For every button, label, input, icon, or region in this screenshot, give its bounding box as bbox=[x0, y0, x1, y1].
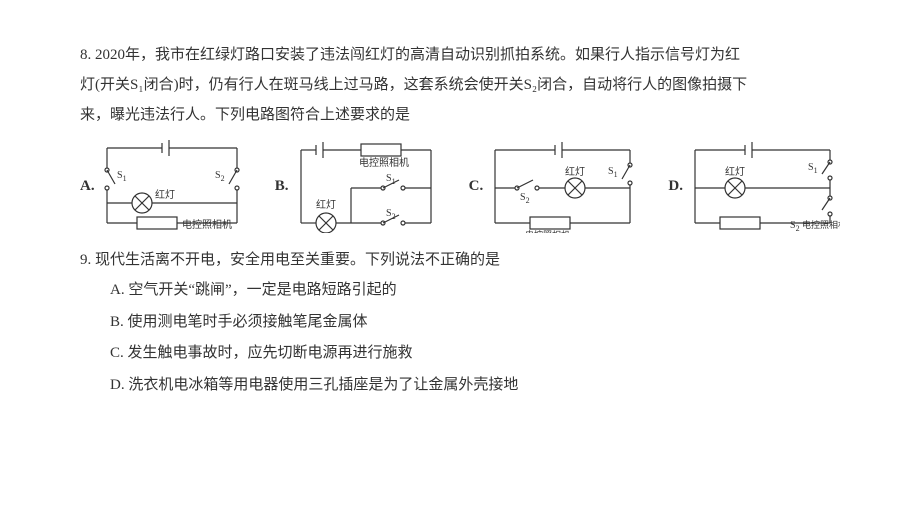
circuit-diagrams-row: A. S1 S2 红灯 bbox=[80, 138, 840, 233]
circuit-a: S1 S2 红灯 电控照相机 bbox=[97, 138, 247, 233]
s1sub-b: 1 bbox=[391, 177, 395, 186]
camera-b: 电控照相机 bbox=[359, 156, 409, 169]
s2sub-b: 2 bbox=[391, 212, 395, 221]
q8-line2: 灯(开关S₁闭合)时，仍有行人在斑马线上过马路，这套系统会使开关S₂闭合，自动将… bbox=[80, 70, 840, 100]
q8-line3: 来，曝光违法行人。下列电路图符合上述要求的是 bbox=[80, 100, 840, 130]
svg-text:S1: S1 bbox=[608, 166, 618, 179]
redlight-b: 红灯 bbox=[316, 198, 336, 211]
redlight-c: 红灯 bbox=[565, 165, 585, 178]
s1sub-d: 1 bbox=[814, 166, 818, 175]
s2sub-c: 2 bbox=[526, 196, 530, 205]
q9-text: 9. 现代生活离不开电，安全用电至关重要。下列说法不正确的是 bbox=[80, 245, 840, 275]
option-d-group: D. S1 红灯 bbox=[668, 138, 840, 233]
q9-optA: A. 空气开关“跳闸”，一定是电路短路引起的 bbox=[110, 275, 840, 307]
option-a-label: A. bbox=[80, 171, 95, 201]
camera-d: 电控照相机 bbox=[802, 219, 840, 230]
q8-line1: 8. 2020年，我市在红绿灯路口安装了违法闯红灯的高清自动识别抓拍系统。如果行… bbox=[80, 40, 840, 70]
redlight-d: 红灯 bbox=[725, 165, 745, 178]
option-c-label: C. bbox=[469, 171, 484, 201]
q8-text: 8. 2020年，我市在红绿灯路口安装了违法闯红灯的高清自动识别抓拍系统。如果行… bbox=[80, 40, 840, 130]
svg-text:S1: S1 bbox=[117, 170, 127, 183]
q9-optC: C. 发生触电事故时，应先切断电源再进行施救 bbox=[110, 338, 840, 370]
redlight-a: 红灯 bbox=[155, 188, 175, 201]
s1sub-c: 1 bbox=[614, 170, 618, 179]
option-c-group: C. S1 电控照相机 S2 bbox=[469, 138, 641, 233]
option-a-group: A. S1 S2 红灯 bbox=[80, 138, 247, 233]
svg-text:S1: S1 bbox=[808, 162, 818, 175]
circuit-c: S1 电控照相机 S2 红灯 bbox=[485, 138, 640, 233]
q9-optB: B. 使用测电笔时手必须接触笔尾金属体 bbox=[110, 307, 840, 339]
circuit-b: 电控照相机 红灯 S2 S1 bbox=[291, 138, 441, 233]
q9-line1: 9. 现代生活离不开电，安全用电至关重要。下列说法不正确的是 bbox=[80, 245, 840, 275]
s1sub-a: 1 bbox=[122, 174, 126, 183]
option-b-group: B. 电控照相机 红灯 S2 bbox=[275, 138, 441, 233]
s2sub-d: 2 bbox=[796, 224, 800, 233]
q9-options: A. 空气开关“跳闸”，一定是电路短路引起的 B. 使用测电笔时手必须接触笔尾金… bbox=[80, 275, 840, 401]
s2sub-a: 2 bbox=[220, 174, 224, 183]
camera-c: 电控照相机 bbox=[525, 229, 570, 233]
q9-optD: D. 洗衣机电冰箱等用电器使用三孔插座是为了让金属外壳接地 bbox=[110, 370, 840, 402]
svg-text:S2: S2 bbox=[520, 192, 530, 205]
option-d-label: D. bbox=[668, 171, 683, 201]
circuit-d: S1 红灯 S2 电控照相机 bbox=[685, 138, 840, 233]
svg-text:S1: S1 bbox=[386, 173, 396, 186]
svg-text:S2: S2 bbox=[215, 170, 225, 183]
svg-text:S2: S2 bbox=[386, 208, 396, 221]
svg-text:S2: S2 bbox=[790, 220, 800, 233]
option-b-label: B. bbox=[275, 171, 289, 201]
camera-a: 电控照相机 bbox=[182, 218, 232, 231]
